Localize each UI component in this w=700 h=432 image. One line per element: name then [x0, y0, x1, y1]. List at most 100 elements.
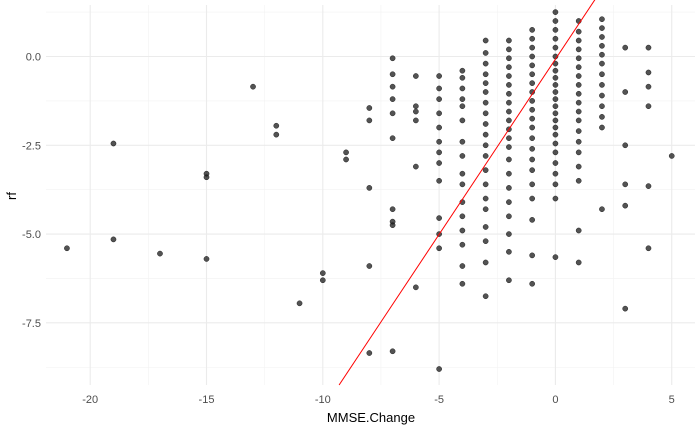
data-point	[552, 110, 559, 117]
data-point	[506, 248, 512, 255]
data-point	[529, 167, 536, 173]
data-point	[506, 46, 512, 53]
data-point	[482, 206, 489, 213]
data-point	[529, 35, 536, 42]
data-point	[436, 245, 442, 252]
data-point	[529, 98, 536, 104]
data-point	[575, 55, 582, 62]
data-point	[459, 263, 466, 269]
fit-line	[338, 0, 596, 386]
data-point	[389, 96, 396, 102]
data-point	[482, 71, 489, 78]
data-point	[413, 108, 419, 115]
data-point	[575, 128, 582, 134]
data-point	[552, 160, 559, 166]
data-point	[552, 149, 559, 156]
data-point	[529, 145, 536, 152]
data-point	[436, 149, 442, 156]
data-point	[552, 82, 559, 88]
data-point	[436, 366, 442, 372]
data-point	[552, 117, 559, 124]
data-point	[645, 83, 652, 90]
data-point	[506, 82, 512, 88]
data-point	[529, 44, 536, 51]
data-point	[436, 124, 442, 131]
x-tick-label: -5	[434, 394, 444, 406]
data-point	[552, 254, 559, 260]
data-point	[506, 213, 512, 220]
data-point	[575, 149, 582, 156]
x-tick-label: -10	[315, 394, 331, 406]
data-point	[482, 80, 489, 86]
data-point	[366, 117, 373, 124]
data-point	[110, 236, 117, 243]
data-point	[529, 115, 536, 122]
data-point	[366, 263, 373, 269]
data-point	[482, 259, 489, 266]
data-point	[575, 227, 582, 234]
data-point	[413, 73, 419, 79]
x-axis-title: MMSE.Change	[327, 410, 415, 425]
data-point	[459, 85, 466, 92]
data-point	[552, 44, 559, 51]
data-point	[366, 185, 373, 191]
data-point	[482, 37, 489, 44]
data-point	[413, 103, 419, 110]
data-point	[645, 183, 652, 189]
data-point	[645, 69, 652, 76]
data-point	[459, 241, 466, 248]
data-point	[110, 140, 117, 147]
data-point	[552, 35, 559, 42]
data-point	[599, 16, 605, 23]
data-point	[482, 99, 489, 106]
data-point	[506, 55, 512, 62]
data-point	[459, 67, 466, 74]
data-point	[482, 142, 489, 149]
data-point	[319, 277, 326, 284]
data-point	[482, 195, 489, 202]
data-point	[506, 185, 512, 191]
data-point	[575, 259, 582, 266]
data-point	[482, 131, 489, 138]
x-tick-label: -15	[199, 394, 215, 406]
data-point	[552, 67, 559, 74]
data-point	[645, 245, 652, 252]
data-point	[389, 55, 396, 62]
data-point	[413, 117, 419, 124]
data-point	[599, 114, 605, 120]
data-point	[459, 117, 466, 124]
data-point	[459, 96, 466, 102]
data-point	[459, 74, 466, 81]
data-point	[506, 117, 512, 124]
data-point	[482, 60, 489, 67]
data-point	[529, 124, 536, 131]
data-point	[575, 90, 582, 97]
data-point	[506, 231, 512, 237]
data-point	[552, 9, 559, 15]
data-point	[529, 195, 536, 202]
data-point	[552, 140, 559, 147]
data-point	[575, 177, 582, 184]
data-point	[436, 215, 442, 221]
data-point	[506, 170, 512, 177]
data-point	[599, 103, 605, 110]
data-point	[482, 293, 489, 300]
data-point	[482, 167, 489, 173]
data-point	[459, 181, 466, 188]
data-point	[389, 222, 396, 229]
y-tick-labels: 0.0 -2.5 -5.0 -7.5	[22, 51, 41, 329]
data-point	[506, 99, 512, 106]
data-point	[506, 199, 512, 205]
data-point	[506, 277, 512, 284]
data-point	[575, 108, 582, 115]
data-point	[552, 131, 559, 138]
data-point	[413, 284, 419, 291]
data-point	[459, 153, 466, 159]
data-point	[203, 174, 210, 181]
data-point	[529, 135, 536, 142]
data-point	[552, 181, 559, 188]
data-point	[389, 348, 396, 355]
data-point	[575, 73, 582, 79]
data-point	[506, 73, 512, 79]
